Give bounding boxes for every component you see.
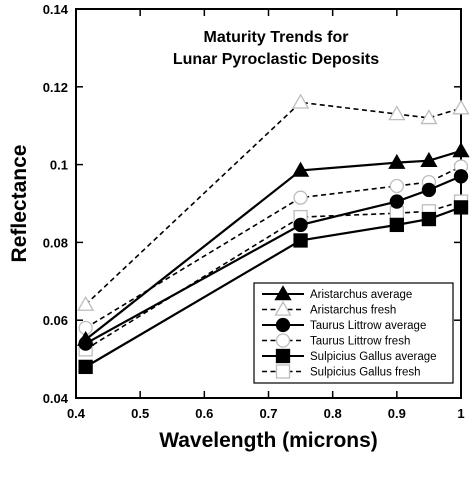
data-point (389, 178, 404, 194)
legend-item: Taurus Littrow average (262, 317, 426, 333)
data-point (420, 109, 438, 125)
series-line (85, 165, 462, 329)
legend-marker (274, 285, 292, 301)
data-point (389, 217, 404, 233)
legend-item: Aristarchus fresh (262, 300, 396, 317)
data-point (452, 99, 470, 115)
data-point (77, 295, 95, 311)
series-4 (78, 200, 469, 375)
legend-label: Taurus Littrow average (310, 320, 426, 332)
legend-label: Aristarchus fresh (310, 305, 396, 317)
data-point (421, 211, 437, 227)
x-tick-label: 0.9 (388, 406, 406, 421)
y-tick-label: 0.06 (43, 313, 68, 328)
y-tick-label: 0.14 (43, 2, 69, 17)
legend-item: Taurus Littrow fresh (262, 333, 410, 348)
legend-label: Taurus Littrow fresh (310, 336, 410, 348)
legend-item: Sulpicius Gallus fresh (262, 364, 421, 379)
y-tick-label: 0.08 (43, 235, 68, 250)
legend-marker (275, 348, 291, 364)
data-point (388, 153, 406, 169)
x-tick-label: 1 (457, 406, 464, 421)
x-axis-title: Wavelength (microns) (159, 429, 378, 452)
data-point (388, 105, 406, 121)
legend-label: Sulpicius Gallus fresh (310, 367, 421, 379)
legend-marker (275, 317, 291, 333)
chart-title: Maturity Trends for Lunar Pyroclastic De… (173, 29, 379, 68)
legend-marker (275, 364, 291, 379)
legend: Aristarchus average Aristarchus fresh Taur… (253, 282, 454, 384)
x-tick-label: 0.8 (324, 406, 342, 421)
data-point (293, 190, 308, 205)
x-tick-label: 0.4 (67, 406, 86, 421)
legend-marker (275, 333, 291, 348)
data-point (453, 200, 469, 215)
legend-label: Sulpicius Gallus average (310, 351, 437, 363)
data-point (78, 336, 93, 351)
data-point (453, 169, 469, 184)
data-point (452, 142, 470, 158)
x-tick-label: 0.5 (131, 406, 149, 421)
axis-ticks: 0.4 0.5 0.6 0.7 0.8 0.9 1 0.04 0.06 0.08 0.1 0.12 0.… (43, 2, 465, 421)
legend-marker (274, 300, 292, 316)
y-tick-label: 0.04 (43, 391, 69, 406)
x-tick-label: 0.7 (259, 406, 277, 421)
y-tick-label: 0.12 (43, 80, 68, 95)
legend-item: Aristarchus average (262, 285, 412, 301)
data-point (291, 161, 310, 177)
data-point (293, 217, 308, 233)
chart-title-line-1: Maturity Trends for (204, 29, 349, 46)
data-point (420, 151, 438, 167)
series-1 (77, 93, 470, 311)
y-tick-label: 0.1 (50, 158, 68, 173)
y-axis-title: Reflectance (8, 145, 31, 263)
legend-item: Sulpicius Gallus average (262, 348, 437, 364)
legend-label: Aristarchus average (310, 289, 412, 301)
series-2 (78, 169, 469, 351)
data-point (78, 359, 93, 375)
chart-title-line-2: Lunar Pyroclastic Deposits (173, 51, 379, 68)
data-point (291, 93, 310, 109)
series-layer (77, 93, 470, 375)
data-point (389, 194, 404, 209)
data-point (293, 233, 308, 248)
x-tick-label: 0.6 (195, 406, 213, 421)
data-point (421, 182, 437, 198)
